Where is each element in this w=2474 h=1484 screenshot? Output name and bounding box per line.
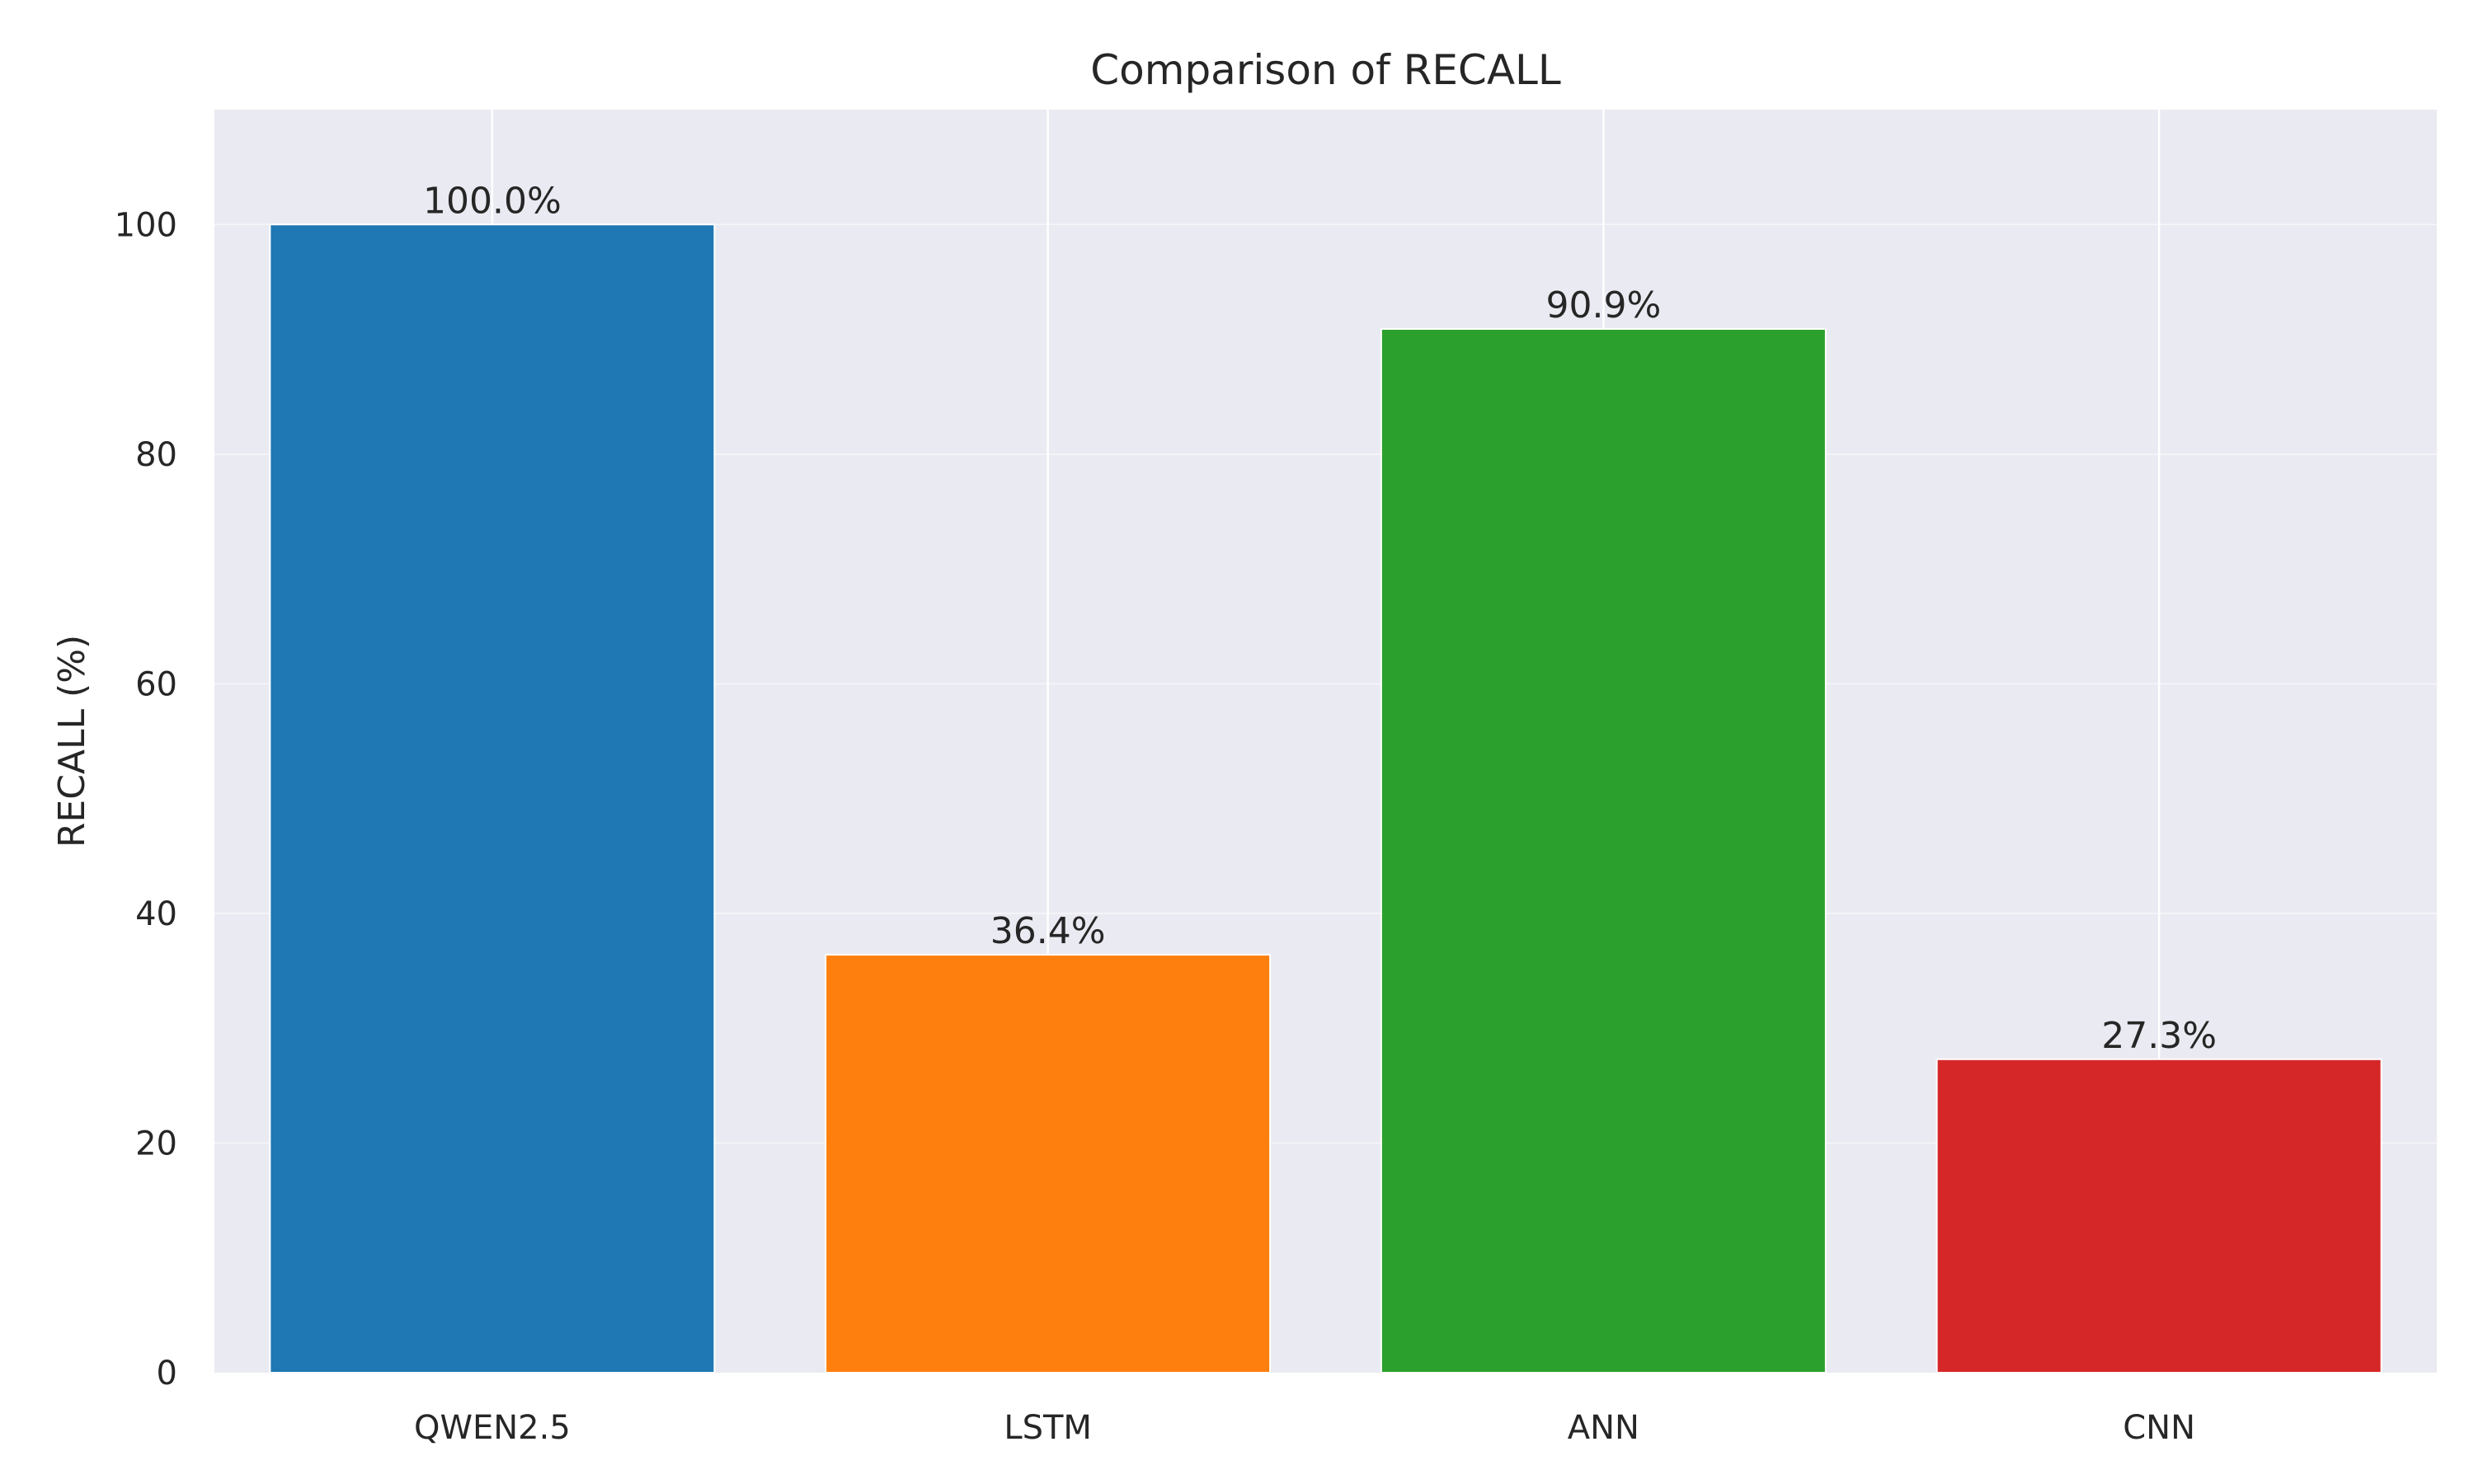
bars — [269, 223, 2382, 1374]
x-tick-labels: QWEN2.5 LSTM ANN CNN — [414, 1409, 2195, 1447]
bar-cnn — [1935, 1058, 2382, 1374]
value-labels: 100.0% 36.4% 90.9% 27.3% — [423, 180, 2217, 1057]
bar-ann — [1380, 328, 1827, 1374]
value-label: 36.4% — [990, 910, 1106, 952]
bar-lstm — [825, 954, 1272, 1374]
x-tick-label: ANN — [1568, 1409, 1639, 1447]
value-label: 27.3% — [2101, 1015, 2217, 1057]
value-label: 90.9% — [1545, 284, 1661, 326]
x-tick-label: LSTM — [1004, 1409, 1092, 1447]
value-label: 100.0% — [423, 180, 562, 222]
y-axis-label: RECALL (%) — [51, 635, 93, 848]
y-tick-label: 20 — [135, 1125, 177, 1162]
chart-title: Comparison of RECALL — [1090, 46, 1561, 94]
y-tick-labels: 0 20 40 60 80 100 — [115, 206, 177, 1392]
x-tick-label: CNN — [2123, 1409, 2195, 1447]
y-tick-label: 0 — [157, 1355, 177, 1392]
y-tick-label: 60 — [135, 665, 177, 703]
bar-qwen2-5 — [269, 223, 716, 1374]
y-tick-label: 40 — [135, 895, 177, 933]
y-tick-label: 100 — [115, 206, 177, 244]
y-tick-label: 80 — [135, 436, 177, 474]
x-tick-label: QWEN2.5 — [414, 1409, 571, 1447]
